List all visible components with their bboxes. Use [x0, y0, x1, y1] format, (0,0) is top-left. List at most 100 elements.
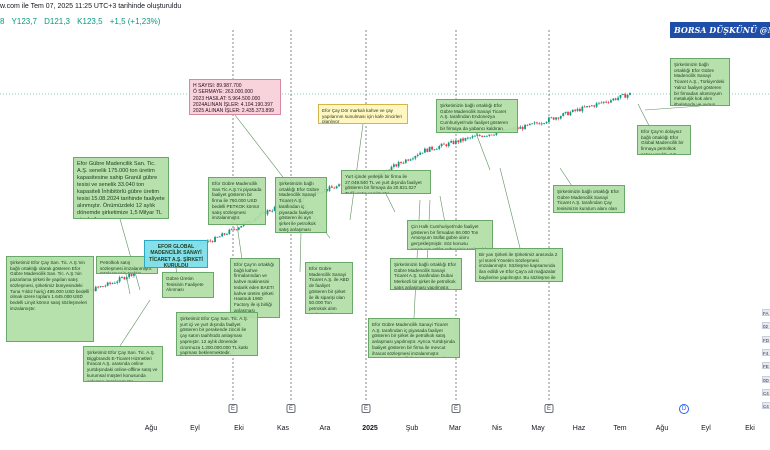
- candle-body: [531, 123, 534, 125]
- x-tick-label: Nis: [491, 425, 503, 432]
- candle-body: [602, 101, 605, 103]
- earnings-event-badge[interactable]: E: [286, 404, 296, 413]
- annotation-note[interactable]: Şirketimizin bağlı ortaklığı Efor Gübre …: [390, 258, 462, 290]
- annotation-note[interactable]: Efor Gübre Madencilik Sanayi Ticaret A.Ş…: [305, 262, 353, 314]
- annotation-note[interactable]: Efor Çay'ın dolaysız bağlı ortaklığı Efo…: [637, 125, 691, 155]
- candle-body: [111, 283, 114, 284]
- price-scale-tag: FE: [762, 362, 770, 369]
- annotation-note[interactable]: Şirketimizin bağlı ortaklığı Efor Gübre …: [670, 58, 730, 106]
- x-tick-label: Kas: [276, 425, 290, 432]
- ohlc-close: 8: [0, 17, 5, 26]
- annotation-note[interactable]: Şirketimiz Efor Çay San. Tic. A.Ş. yurt …: [176, 312, 258, 356]
- candle-body: [414, 156, 417, 159]
- candle-body: [486, 135, 488, 137]
- candle-body: [559, 116, 562, 119]
- candle-body: [221, 233, 224, 237]
- candle-body: [404, 159, 407, 163]
- annotation-note[interactable]: Bir yan Şirketi ile Şirketimiz arasında …: [475, 248, 563, 282]
- candle-body: [431, 146, 433, 150]
- annotation-note[interactable]: Şirketimiz Efor Çay San. Tic. A.Ş.'nin b…: [6, 256, 94, 342]
- candle-body: [228, 229, 231, 235]
- price-scale-tag: FD: [762, 336, 770, 343]
- annotation-note[interactable]: Şirketimizin bağlı ortaklığı Efor Gübre …: [436, 99, 518, 133]
- annotation-note[interactable]: Şirketimiz Efor Çay San. Tic. A.Ş. Biggb…: [83, 346, 163, 382]
- candle-body: [211, 241, 214, 243]
- candle-body: [493, 134, 495, 136]
- chart-header-title: w.com ile Tem 07, 2025 11:25 UTC+3 tarih…: [0, 3, 182, 10]
- candle-body: [214, 236, 216, 243]
- annotation-note[interactable]: Gübre Üretim Tesisinin Faaliyete Alınmas…: [162, 272, 214, 298]
- candle-body: [133, 272, 135, 276]
- candle-body: [416, 154, 419, 157]
- candle-body: [624, 94, 627, 98]
- candle-body: [526, 124, 529, 126]
- annotation-connector: [644, 105, 701, 111]
- dividend-event-badge[interactable]: D: [679, 404, 689, 414]
- annotation-connector: [499, 167, 521, 249]
- info-orders-2025: 2025 ALINAN İŞLER: 2.435.373.899: [193, 108, 274, 114]
- candle-body: [538, 123, 541, 125]
- candle-body: [121, 277, 123, 278]
- annotation-note[interactable]: Şirketimizin bağlı ortaklığı Efor Gübre …: [275, 177, 327, 233]
- x-tick-label: Haz: [572, 425, 586, 432]
- annotation-note[interactable]: Efor Gübre Madencilik San. Tic. A.Ş. sen…: [73, 157, 169, 219]
- candle-body: [574, 109, 577, 111]
- candle-body: [109, 282, 111, 284]
- candle-body: [390, 166, 393, 172]
- candle-body: [557, 117, 560, 119]
- annotation-note[interactable]: EFOR GLOBAL MADENCİLİK SANAYİ TİCARET A.…: [144, 240, 208, 268]
- candle-body: [481, 135, 484, 137]
- candle-body: [466, 137, 469, 139]
- candle-body: [218, 236, 221, 238]
- candle-body: [223, 233, 226, 235]
- candle-body: [583, 106, 586, 108]
- candle-body: [128, 273, 131, 278]
- annotation-note[interactable]: Şirketimizin bağlı ortaklığı Efor Gübre …: [553, 185, 625, 213]
- candle-body: [457, 140, 460, 143]
- candle-body: [395, 164, 398, 167]
- price-scale-tag: C4: [762, 402, 770, 409]
- candle-body: [564, 111, 567, 114]
- annotation-note[interactable]: Efor Çay'ın ortaklığı bağlı kahve firmal…: [230, 258, 280, 318]
- candle-body: [271, 210, 274, 212]
- candle-body: [328, 186, 331, 191]
- candle-body: [445, 144, 448, 147]
- candle-body: [569, 112, 572, 116]
- candle-body: [443, 143, 445, 145]
- candle-body: [330, 186, 333, 188]
- annotation-connector: [299, 232, 302, 273]
- annotation-note[interactable]: Efor Gübre Madencilik Sanayi Ticaret A.Ş…: [368, 318, 460, 358]
- candle-body: [123, 277, 126, 280]
- candle-body: [562, 113, 565, 117]
- candle-body: [488, 134, 491, 136]
- price-scale-tag: 0D: [762, 376, 770, 383]
- annotation-note[interactable]: Yurt içinde yerleşik bir firma ile 27.04…: [341, 170, 431, 194]
- annotation-note[interactable]: Efor Çay Dör markalı kahve ve çay yapıla…: [318, 104, 408, 124]
- annotation-note[interactable]: Efor Gübre Madencilik San.Tic.A.Ş.'ni pi…: [208, 177, 266, 225]
- x-tick-label: May: [531, 425, 545, 432]
- x-tick-label: Mar: [448, 425, 462, 432]
- candle-body: [612, 98, 615, 101]
- earnings-event-badge[interactable]: E: [361, 404, 371, 413]
- candle-body: [610, 100, 612, 103]
- candle-body: [617, 97, 619, 100]
- candle-body: [130, 273, 133, 276]
- x-tick-label: Ara: [319, 425, 331, 432]
- annotation-connector: [475, 132, 491, 171]
- candle-body: [226, 234, 228, 235]
- annotation-note[interactable]: Çin Halk Cumhuriyeti'nde faaliyet göster…: [407, 220, 493, 250]
- company-info-box: H SAYISI: 89.987.700 Ö SERMAYE: 263.000.…: [189, 79, 281, 115]
- candle-body: [233, 228, 236, 230]
- candle-body: [524, 124, 526, 130]
- earnings-event-badge[interactable]: E: [451, 404, 461, 413]
- candle-body: [400, 162, 402, 163]
- candle-body: [407, 159, 410, 161]
- info-revenue-2023: 2023 HASILAT: 5.964.500.000: [193, 95, 261, 102]
- candle-body: [555, 117, 557, 120]
- candle-body: [412, 158, 414, 160]
- candle-body: [607, 102, 610, 104]
- earnings-event-badge[interactable]: E: [228, 404, 238, 413]
- earnings-event-badge[interactable]: E: [544, 404, 554, 413]
